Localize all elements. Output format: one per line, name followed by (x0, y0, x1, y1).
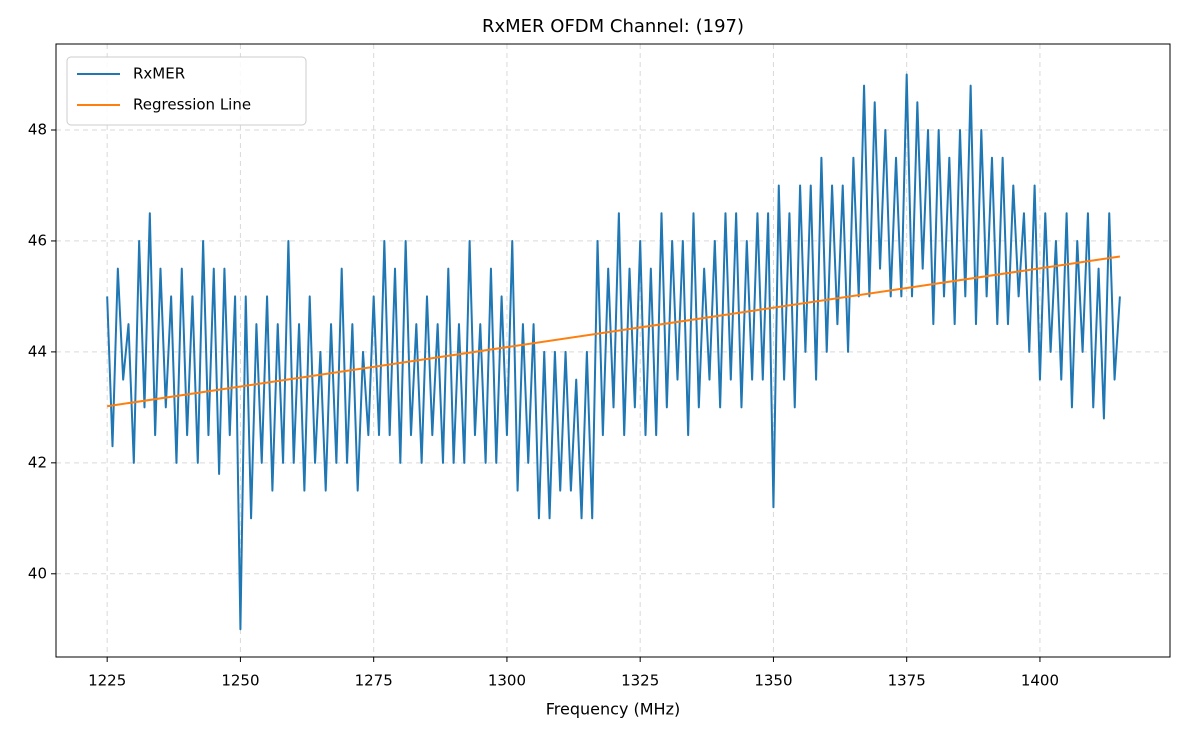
chart-title: RxMER OFDM Channel: (197) (482, 16, 744, 37)
y-tick-label: 44 (28, 342, 47, 360)
y-tick-label: 46 (28, 231, 47, 249)
y-tick-label: 42 (28, 453, 47, 471)
y-tick-label: 48 (28, 120, 47, 138)
x-tick-label: 1375 (888, 672, 926, 690)
x-tick-label: 1275 (355, 672, 393, 690)
x-axis-label: Frequency (MHz) (546, 700, 680, 719)
plot-frame (55, 43, 1171, 658)
x-tick-label: 1350 (754, 672, 792, 690)
y-tick-label: 40 (28, 564, 47, 582)
x-tick-label: 1325 (621, 672, 659, 690)
x-tick-label: 1225 (88, 672, 126, 690)
legend-label: RxMER (133, 65, 185, 83)
legend-label: Regression Line (133, 96, 251, 114)
data-line (106, 73, 1121, 631)
legend: RxMER Regression Line (66, 56, 307, 126)
data-line (107, 255, 1121, 408)
x-tick-label: 1300 (488, 672, 526, 690)
x-tick-label: 1250 (221, 672, 259, 690)
legend-box (66, 56, 307, 126)
x-tick-label: 1400 (1021, 672, 1059, 690)
